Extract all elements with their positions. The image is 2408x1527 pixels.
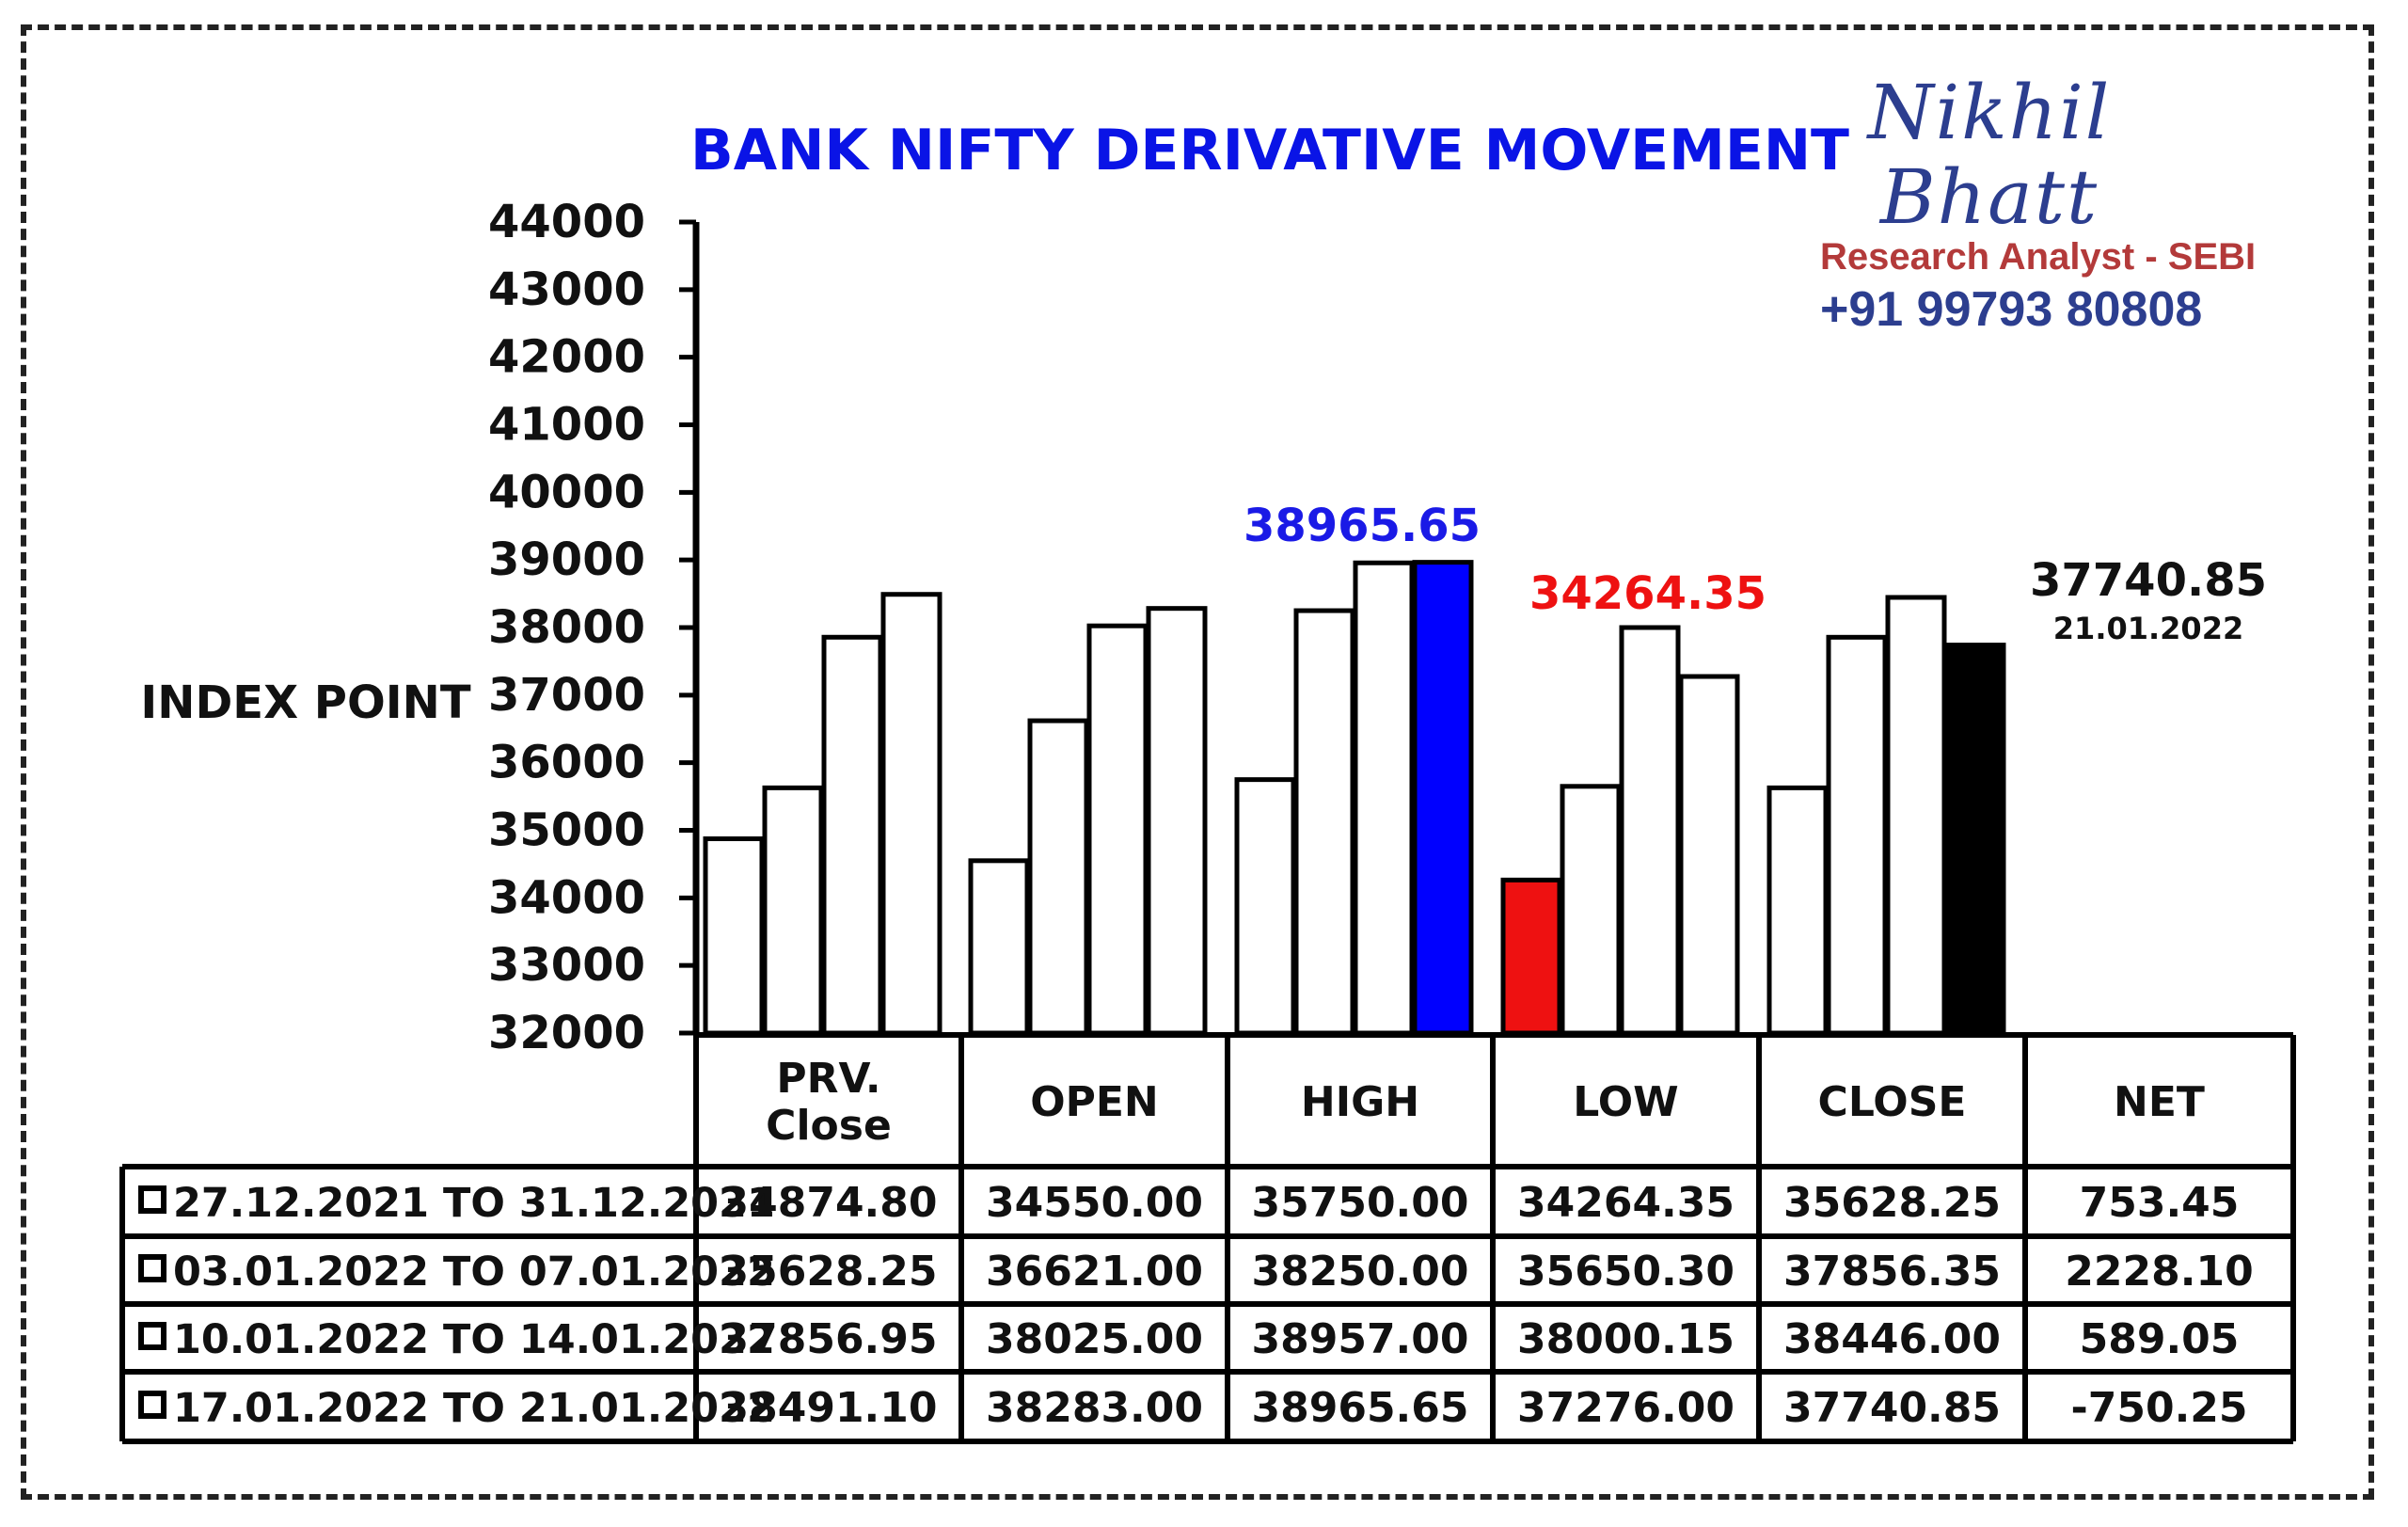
brand-phone: +91 99793 80808: [1820, 282, 2203, 337]
y-tick-label: 35000: [488, 804, 645, 857]
bar: [1293, 608, 1355, 1036]
brand-name: Nikhil Bhatt: [1867, 69, 2112, 241]
y-tick-label: 40000: [488, 466, 645, 518]
chart-title: BANK NIFTY DERIVATIVE MOVEMENT: [690, 118, 1849, 183]
table-cell: 35750.00: [1251, 1179, 1468, 1227]
legend-label: 10.01.2022 TO 14.01.2022: [173, 1316, 775, 1363]
table-cell: 2228.10: [2065, 1248, 2253, 1296]
y-tick-label: 34000: [488, 871, 645, 924]
table-cell: 34264.35: [1517, 1179, 1735, 1227]
legend-label: 27.12.2021 TO 31.12.2021: [173, 1180, 775, 1227]
y-tick-label: 44000: [488, 196, 645, 248]
bar: [1027, 718, 1089, 1036]
bar: [1766, 785, 1829, 1036]
table-cell: 38965.65: [1251, 1384, 1468, 1432]
legend-label: 17.01.2022 TO 21.01.2022: [173, 1385, 775, 1432]
y-tick-label: 42000: [488, 331, 645, 384]
table-cell: 35628.25: [1783, 1179, 2001, 1227]
table-cell: 34550.00: [986, 1179, 1203, 1227]
bar: [703, 835, 765, 1036]
table-cell: 38491.10: [720, 1384, 937, 1432]
annotations: 38965.65 34264.35 37740.85 21.01.2022: [1244, 500, 2267, 646]
table-cell: 36621.00: [986, 1248, 1203, 1296]
table-cell: 35628.25: [720, 1248, 937, 1296]
low-annotation: 34264.35: [1529, 567, 1766, 620]
column-header: Close: [766, 1102, 892, 1150]
close-annotation-date: 21.01.2022: [2053, 611, 2243, 646]
brand-role: Research Analyst - SEBI: [1820, 236, 2257, 278]
bar: [1500, 877, 1562, 1036]
bar: [1885, 595, 1947, 1036]
bar: [1146, 606, 1208, 1036]
y-tick-label: 37000: [488, 669, 645, 722]
legend-marker: [138, 1322, 166, 1350]
bar: [1826, 634, 1888, 1036]
table-cell: 37276.00: [1517, 1384, 1735, 1432]
bars: [703, 560, 2006, 1036]
data-table: PRV.Close OPEN HIGH LOW CLOSE NET 27.12.2021 T…: [119, 1032, 2296, 1444]
column-header: NET: [2114, 1078, 2205, 1126]
y-tick-label: 36000: [488, 737, 645, 789]
bar: [1353, 560, 1415, 1036]
brand-block: Nikhil Bhatt Research Analyst - SEBI +91…: [1820, 69, 2257, 342]
bar: [1560, 784, 1622, 1036]
y-tick-label: 38000: [488, 601, 645, 654]
bar: [821, 634, 883, 1036]
y-tick-label: 39000: [488, 533, 645, 586]
table-cell: 38025.00: [986, 1315, 1203, 1363]
table-cell: 34874.80: [720, 1179, 937, 1227]
y-tick-label: 32000: [488, 1007, 645, 1059]
bar: [1678, 674, 1740, 1036]
bar: [762, 785, 824, 1036]
legend-marker: [138, 1254, 166, 1282]
legend-marker: [138, 1391, 166, 1419]
legend-marker: [138, 1185, 166, 1214]
table-cell: 753.45: [2080, 1179, 2240, 1227]
table-cell: 38250.00: [1251, 1248, 1468, 1296]
legend-label: 03.01.2022 TO 07.01.2022: [173, 1249, 775, 1296]
table-cell: 589.05: [2080, 1315, 2240, 1363]
bar: [1944, 643, 2006, 1036]
table-cell: 37856.35: [1783, 1248, 2001, 1296]
column-header: CLOSE: [1818, 1078, 1967, 1126]
table-cell: 37740.85: [1783, 1384, 2001, 1432]
column-header: PRV.: [776, 1055, 880, 1103]
bar: [968, 858, 1030, 1036]
y-tick-label: 43000: [488, 263, 645, 316]
table-cell: -750.25: [2070, 1384, 2247, 1432]
column-header: HIGH: [1301, 1078, 1419, 1126]
y-tick-label: 33000: [488, 939, 645, 992]
high-annotation: 38965.65: [1244, 500, 1481, 552]
bar: [1619, 625, 1681, 1036]
column-header: LOW: [1573, 1078, 1678, 1126]
table-cell: 38000.15: [1517, 1315, 1735, 1363]
table-cell: 35650.30: [1517, 1248, 1735, 1296]
close-annotation: 37740.85: [2030, 554, 2267, 607]
column-header: OPEN: [1030, 1078, 1159, 1126]
table-cell: 37856.95: [720, 1315, 937, 1363]
y-tick-label: 41000: [488, 399, 645, 452]
bar: [880, 592, 943, 1036]
table-cell: 38957.00: [1251, 1315, 1468, 1363]
bar: [1086, 623, 1149, 1036]
y-axis: 44000 43000 42000 41000 40000 39000 38000 37000…: [488, 196, 700, 1059]
bar: [1234, 777, 1296, 1036]
y-axis-label: INDEX POINT: [140, 676, 470, 729]
bar: [1412, 560, 1474, 1036]
table-cell: 38283.00: [986, 1384, 1203, 1432]
table-cell: 38446.00: [1783, 1315, 2001, 1363]
